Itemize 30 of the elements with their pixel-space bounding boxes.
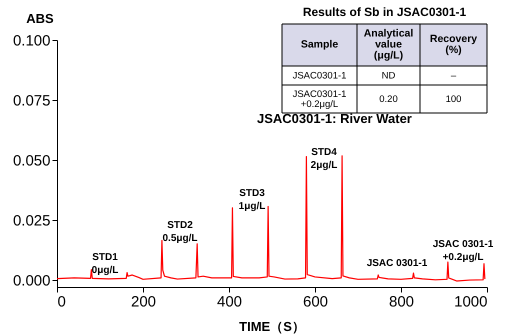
y-tick-label: 0.050 (12, 152, 50, 170)
annotation: ND (382, 70, 396, 82)
y-tick-label: 0.000 (12, 272, 50, 290)
annotation: STD4 2μg/L (310, 147, 338, 171)
x-tick-label: 0 (58, 294, 66, 310)
y-tick-label: 0.100 (12, 32, 50, 50)
y-tick-label: 0.025 (12, 212, 50, 230)
x-tick-label: 200 (130, 294, 156, 310)
annotation: JSAC 0301-1 +0.2μg/L (432, 239, 494, 263)
y-tick-label: 0.075 (12, 92, 50, 110)
annotation: JSAC 0301-1 (366, 258, 428, 269)
annotation: STD2 0.5μg/L (162, 220, 198, 244)
annotation: Sample (300, 38, 338, 50)
annotation: STD3 1μg/L (238, 188, 266, 212)
x-axis-title: TIME（S） (239, 319, 305, 334)
x-tick-label: 600 (302, 294, 328, 310)
annotation: JSAC0301-1 +0.2μg/L (292, 89, 346, 110)
annotation: JSAC0301-1 (292, 70, 346, 82)
y-axis-title: ABS (26, 11, 54, 26)
annotation: Analytical value (μg/L) (364, 28, 414, 62)
x-tick-label: 800 (388, 294, 414, 310)
annotation: JSAC0301-1: River Water (257, 111, 412, 126)
annotation: Recovery (%) (430, 33, 478, 56)
annotation: 0.20 (379, 94, 398, 105)
text: Results of Sb in JSAC0301-1 (302, 5, 467, 19)
x-tick-label: 1000 (454, 294, 488, 310)
annotation: – (450, 70, 457, 82)
annotation: 100 (446, 94, 462, 105)
annotation: STD1 0μg/L (92, 252, 118, 276)
x-tick-label: 400 (216, 294, 242, 310)
